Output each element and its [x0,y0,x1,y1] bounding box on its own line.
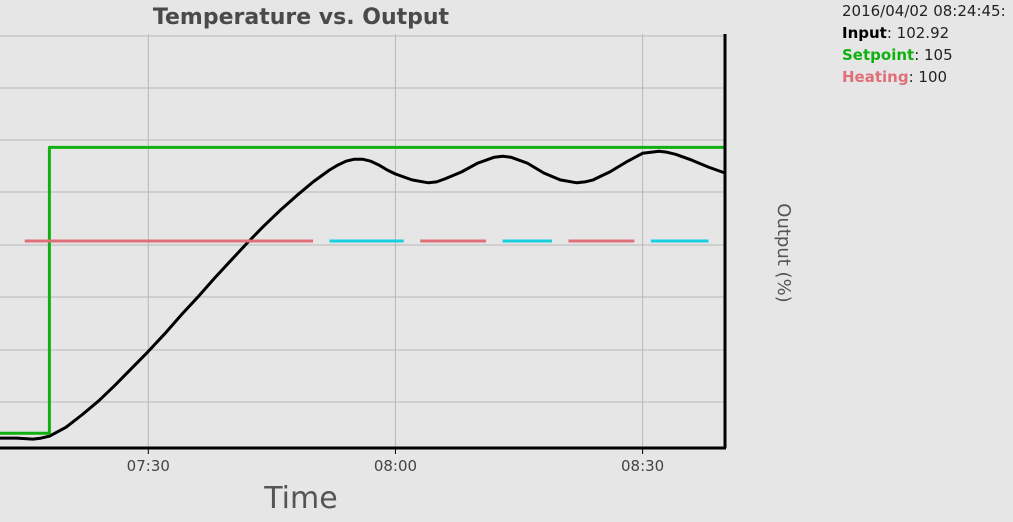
x-tick-label-07:30: 07:30 [127,457,170,475]
readout-heating: Heating: 100 [842,66,1006,88]
plot-frame [0,34,727,450]
x-tick-label-08:00: 08:00 [374,457,417,475]
x-tick-label-08:30: 08:30 [621,457,664,475]
readout-setpoint-label: Setpoint [842,46,915,64]
readout-setpoint-value: : 105 [914,46,953,64]
series-layer [0,145,726,441]
readout-heating-label: Heating [842,68,909,86]
cursor-readout: 2016/04/02 08:24:45: Input: 102.92 Setpo… [842,0,1006,88]
grid-layer [0,34,725,448]
series-input-line [0,149,726,441]
readout-setpoint: Setpoint: 105 [842,44,1006,66]
y2-axis-title: Output (%) [773,203,794,302]
readout-input: Input: 102.92 [842,22,1006,44]
readout-input-label: Input [842,24,887,42]
x-tick-labels: 07:30 08:00 08:30 [127,448,664,475]
chart-title: Temperature vs. Output [153,5,450,30]
readout-heating-value: : 100 [908,68,948,86]
x-axis-title: Time [263,481,337,516]
series-setpoint-line [0,145,725,435]
readout-timestamp: 2016/04/02 08:24:45: [842,2,1006,20]
readout-input-value: : 102.92 [886,24,950,42]
